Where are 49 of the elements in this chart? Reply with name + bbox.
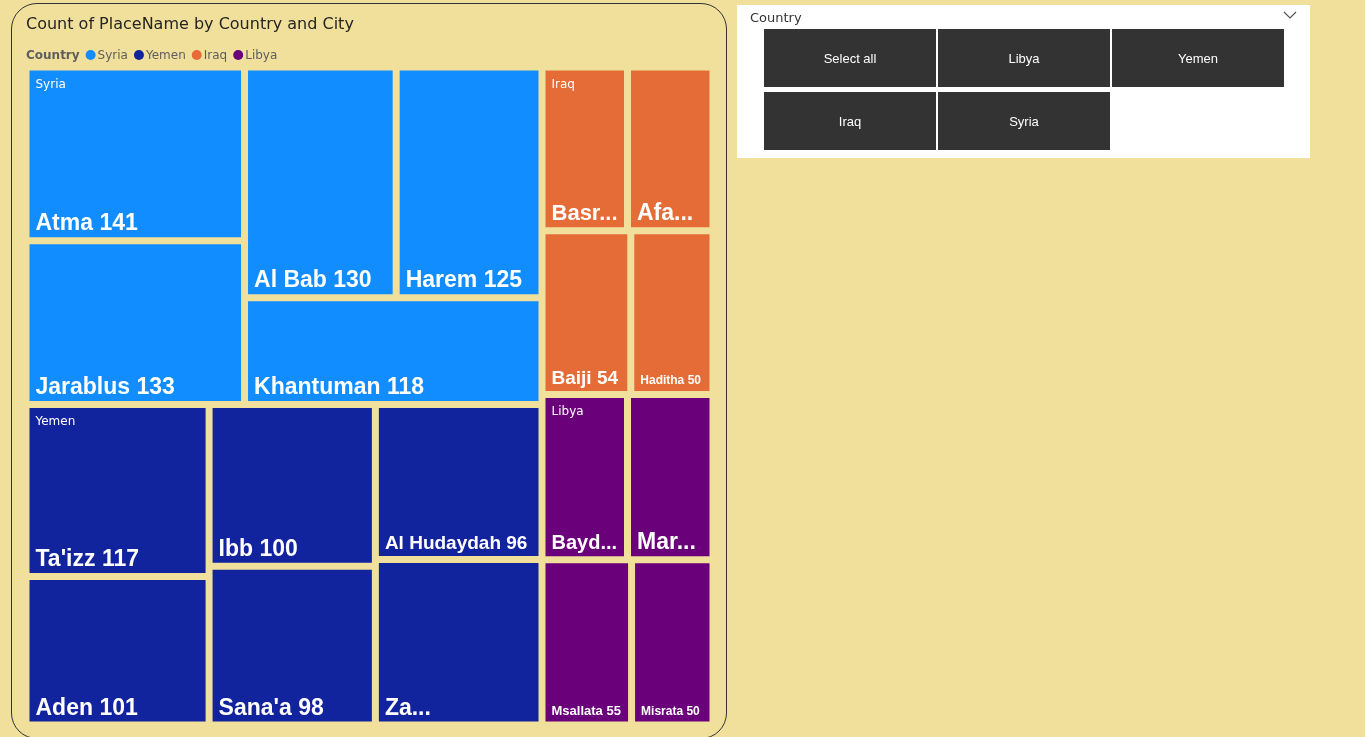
legend-label: Iraq	[203, 48, 228, 62]
data-label: 118	[386, 373, 425, 399]
category-label: Mar...	[637, 528, 696, 555]
category-label: Jarablus	[35, 373, 131, 399]
category-label: Haditha	[640, 372, 685, 387]
data-label: 96	[506, 532, 528, 554]
category-label: Za...	[384, 693, 431, 720]
data-label: 54	[596, 366, 619, 388]
category-label: Al Bab	[254, 266, 327, 293]
category-label: Aden	[35, 693, 93, 720]
category-label: Afa...	[637, 199, 694, 226]
text: Libya	[551, 403, 584, 418]
data-label: 130	[333, 266, 372, 293]
category-label: Misrata	[641, 703, 684, 718]
data-label: 98	[298, 693, 324, 720]
data-label: 141	[99, 209, 138, 236]
text: Yemen	[35, 414, 76, 428]
category-label: Ta'izz	[35, 545, 96, 572]
text: Iraq	[764, 92, 936, 150]
category-label: Khantuman	[254, 373, 381, 399]
text: Yemen	[1112, 29, 1284, 87]
category-label: Baiji	[551, 366, 592, 388]
data-label: 101	[99, 693, 138, 720]
category-label: Sana'a	[218, 693, 293, 720]
legend-title: Country	[26, 48, 80, 62]
text: Syria	[938, 92, 1110, 150]
category-label: Harem	[405, 266, 478, 293]
legend-label: Libya	[245, 48, 278, 62]
text: Syria	[35, 76, 66, 91]
data-label: 117	[101, 545, 139, 572]
data-label: 133	[136, 373, 175, 399]
legend-label: Syria	[97, 48, 128, 62]
data-label: 50	[686, 703, 701, 718]
category-label: Ibb	[218, 534, 254, 561]
data-label: 100	[259, 534, 298, 561]
text: Select all	[764, 29, 936, 87]
category-label: Al Hudaydah	[384, 532, 501, 554]
data-label: 50	[687, 372, 702, 387]
category-label: Basr...	[551, 200, 618, 226]
text: Iraq	[551, 76, 575, 91]
category-label: Bayd...	[551, 531, 618, 554]
category-label: Atma	[35, 209, 94, 236]
text: Country	[750, 10, 802, 25]
data-label: 55	[606, 702, 621, 718]
data-label: 125	[483, 266, 523, 293]
text: Count of PlaceName by Country and City	[26, 14, 354, 33]
legend-label: Yemen	[144, 48, 186, 62]
category-label: Msallata	[551, 702, 604, 718]
text: Libya	[938, 29, 1110, 87]
